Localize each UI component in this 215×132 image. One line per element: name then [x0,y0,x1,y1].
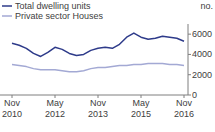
y-axis-label: no. [200,1,213,11]
legend-swatch [2,15,12,17]
y-tick-label: 0 [192,90,197,100]
y-tick-label: 6000 [192,29,212,39]
y-tick [188,34,191,35]
y-tick [188,95,191,96]
y-tick [188,74,191,75]
x-tick-label: Nov2010 [2,98,22,119]
legend-swatch [2,5,12,7]
x-axis [0,95,188,96]
chart: 0 2000 4000 6000 no. Nov2010 May2012 Nov2013 May… [0,0,215,132]
x-tick-label: Nov2016 [174,98,194,119]
legend-label: Private sector Houses [15,11,104,21]
x-tick-label: May2012 [45,98,65,119]
legend-label: Total dwelling units [15,1,91,11]
x-tick-label: Nov2013 [88,98,108,119]
line-series [12,33,184,56]
y-axis [188,24,189,95]
x-tick-label: May2015 [131,98,151,119]
lines [12,33,184,72]
y-tick [188,54,191,55]
y-tick-label: 4000 [192,49,212,59]
y-tick-label: 2000 [192,70,212,80]
line-series [12,64,184,72]
